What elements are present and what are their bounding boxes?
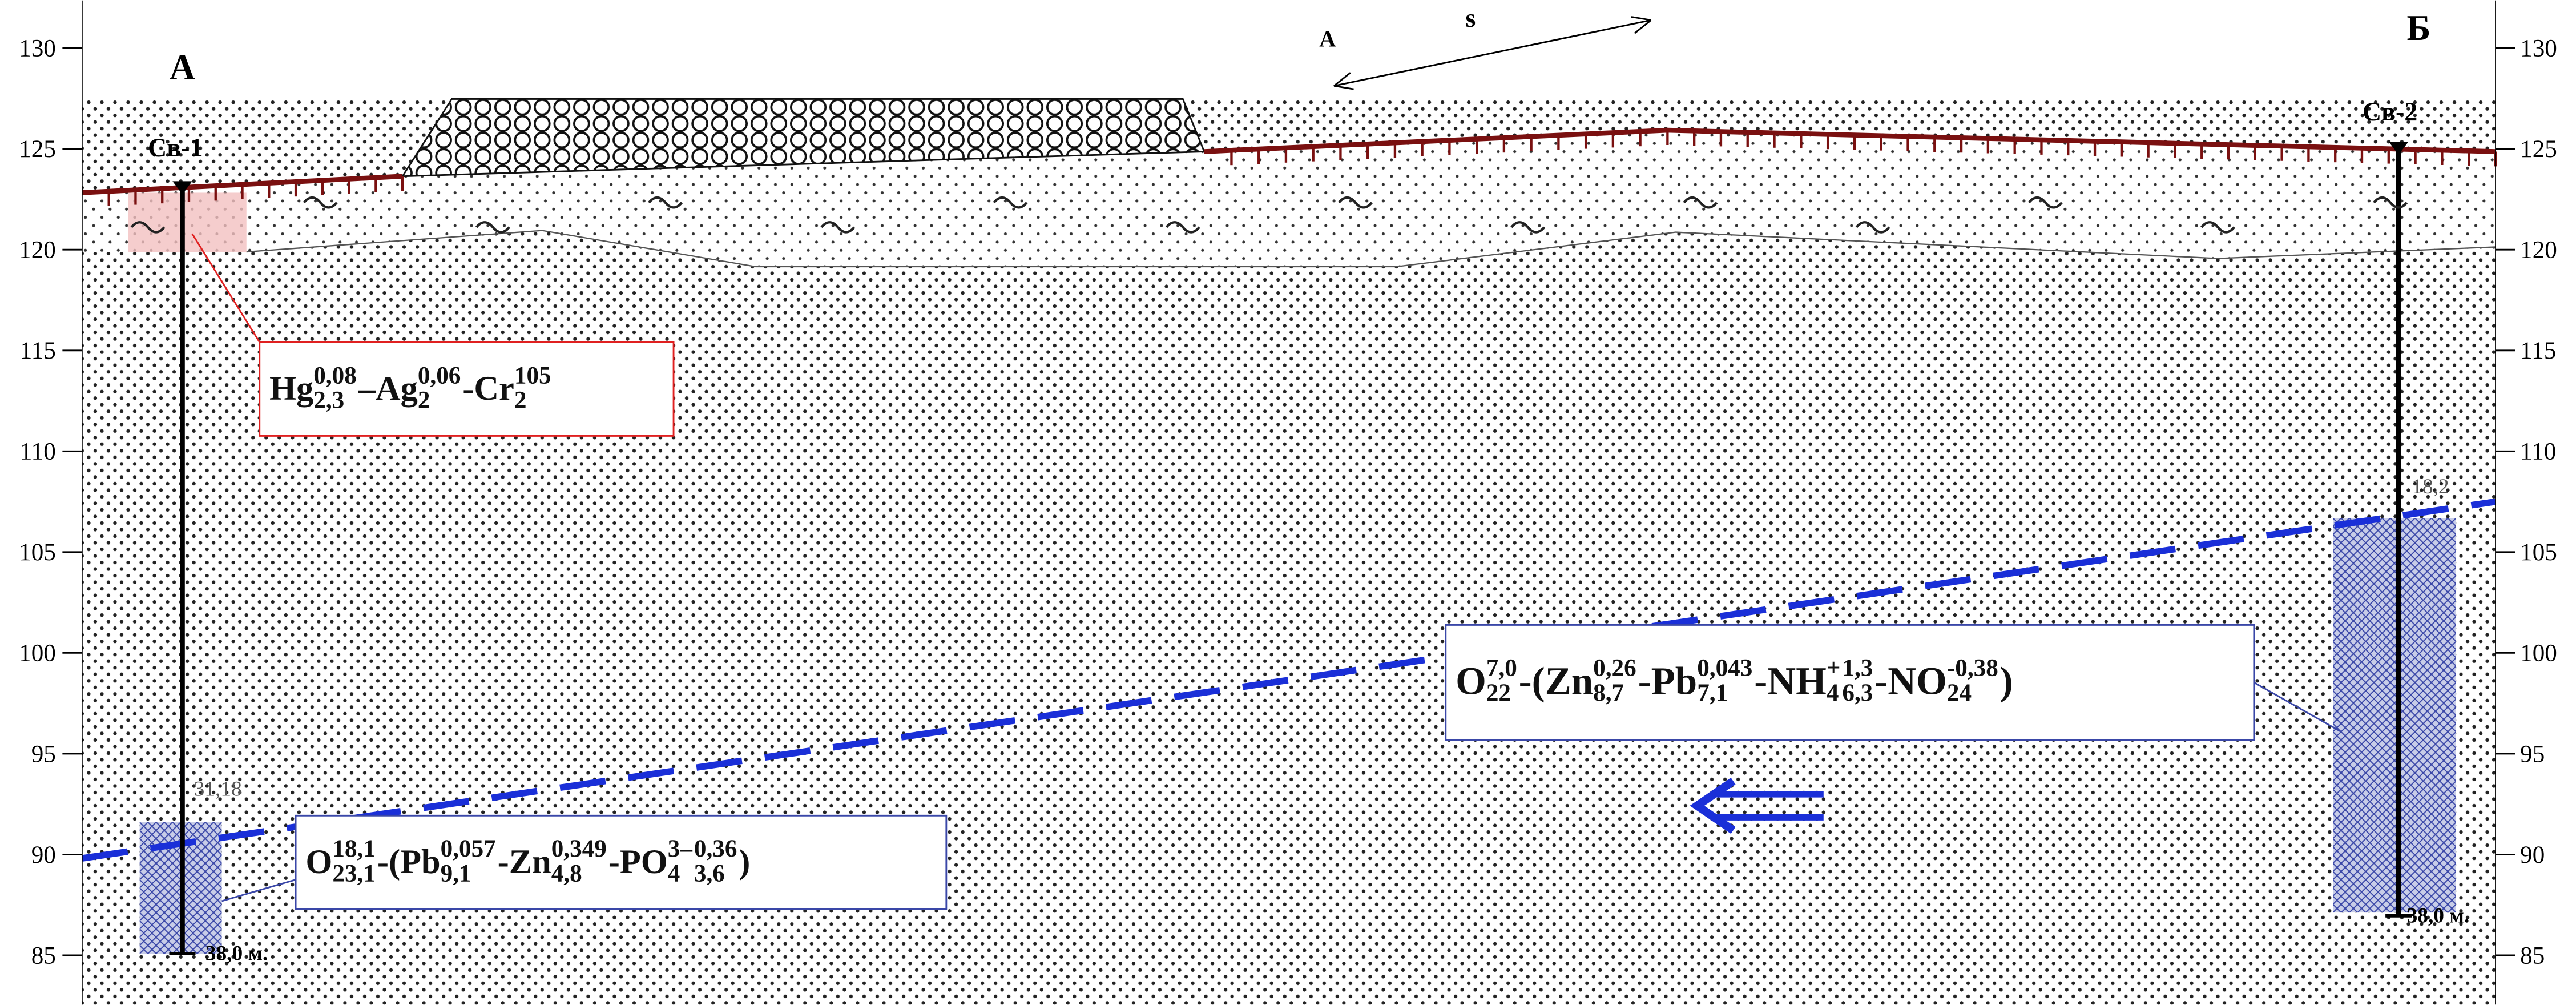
scale-label: 85 [31,942,56,969]
formula-sup: 0,057 [441,838,496,862]
formula-t: Hg [269,368,313,409]
formula-t: –Ag [358,368,418,409]
page: {"scale":{"ticks":[130,125,120,115,110,1… [0,0,2576,1005]
scale-label: 90 [31,842,56,869]
formula-t: -Zn [498,842,551,883]
formula-sup: 1,3 [1842,658,1873,682]
formula-sub: 4 [1827,682,1841,707]
formula-sup: 105 [514,364,551,389]
formula-sub: 2 [514,389,551,413]
scale-label: 125 [19,136,56,163]
formula-sub: 2 [418,389,461,413]
formula-sup: 7,0 [1486,658,1517,682]
formula-sup: 3– [668,838,692,862]
formula-sub: 3,6 [694,862,737,887]
formula-sup: 0,08 [313,364,357,389]
water-level: 31,18 [194,778,242,801]
formula-sup: 0,349 [551,838,607,862]
formula-sub: 7,1 [1697,682,1752,707]
formula-sup: 0,36 [694,838,737,862]
scale-label: 110 [2520,439,2556,465]
formula-sub: 23,1 [332,862,376,887]
formula-t: O [305,842,332,883]
section-end: Б [2407,8,2431,48]
section: Hg0,082,3–Ag0,062-Cr1052 O18,123,1-(Pb0,… [0,0,2576,1005]
formula-sup: 18,1 [332,838,376,862]
formula-t: -(Zn [1519,660,1594,705]
contamination-zone [128,192,246,252]
section-end: А [169,47,195,87]
scale-label: 110 [20,439,56,465]
formula-sub: 2,3 [313,389,357,413]
well-depth: 38,0 м. [2407,904,2470,927]
formula-t: -PO [608,842,668,883]
formula-scripts: +4 [1827,658,1841,707]
formula-t: -(Pb [377,842,441,883]
formula-scripts: 3–4 [668,838,692,887]
formula-sub: 8,7 [1593,682,1636,707]
scale-label: 100 [2520,640,2557,667]
formula-sub: 9,1 [441,862,496,887]
scale-label: 105 [19,539,56,566]
formula-t: -Pb [1638,660,1698,705]
formula-sup: 0,26 [1593,658,1636,682]
well-label: Св-2 [2363,97,2417,126]
aquifer-zone [2333,518,2456,912]
scale-label: 105 [2520,539,2557,566]
formula-t: ) [739,842,750,883]
well-depth: 38,0 м. [205,942,268,966]
scale-label: 115 [2520,337,2556,364]
scale-label: 130 [19,35,56,62]
scale-label: 100 [19,640,56,667]
formula-t: -NH [1754,660,1827,705]
scale-label: 90 [2520,842,2545,869]
scale-label: 95 [2520,741,2545,767]
formula-t: ) [2000,660,2013,705]
water-level: 18,2 [2412,475,2449,499]
formula-sub: 6,3 [1842,682,1873,707]
formula-sup: + [1827,658,1841,682]
formula-t: -NO [1874,660,1947,705]
formula-sub: 4,8 [551,862,607,887]
formula-sub: 22 [1486,682,1517,707]
scale-label: 125 [2520,136,2557,163]
formula-sub: 24 [1947,682,1998,707]
scale-label: 130 [2520,35,2557,62]
direction-line [1334,20,1651,86]
scale-label: 85 [2520,942,2545,969]
scale-label: 115 [20,337,56,364]
scale-label: 120 [19,237,56,264]
scale-label: 120 [2520,237,2557,264]
formula-sub: 4 [668,862,692,887]
formula-sup: -0,38 [1947,658,1998,682]
formula-sup: 0,06 [418,364,461,389]
direction-label: А [1319,26,1336,51]
formula-sup: 0,043 [1697,658,1752,682]
formula-t: O [1456,660,1486,705]
scale-label: 95 [31,741,56,767]
well-label: Св-1 [148,133,203,162]
formula-t: -Cr [462,368,514,409]
formula-scripts: 0,3494,8 [551,838,607,887]
direction-sign: s [1465,3,1476,33]
formula-scripts: 1,36,3 [1842,658,1873,707]
